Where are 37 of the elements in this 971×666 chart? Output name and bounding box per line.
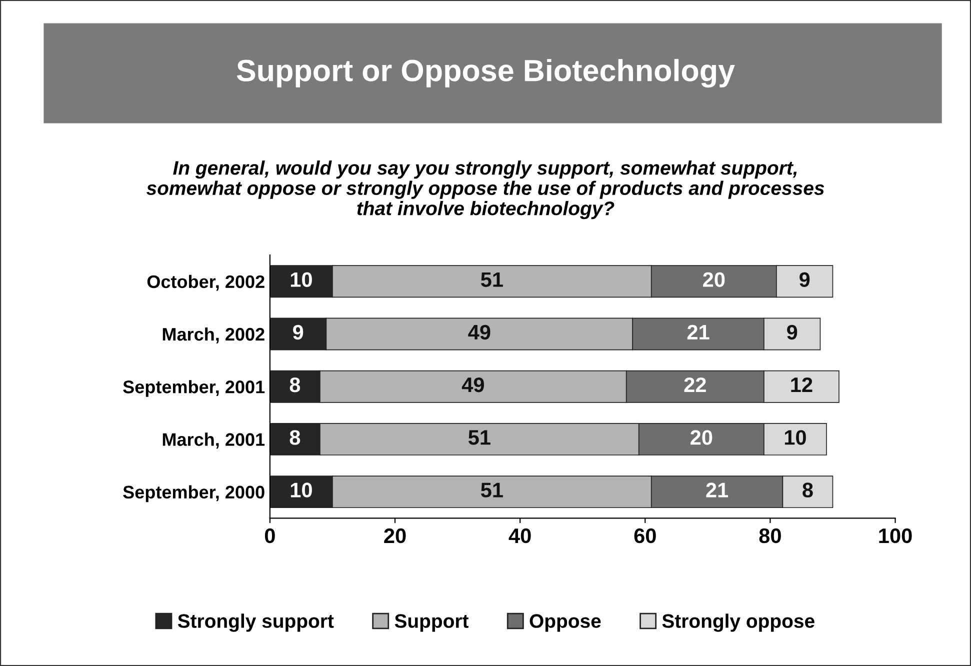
legend-label: Strongly oppose xyxy=(662,614,814,632)
data-label: 8 xyxy=(290,377,300,392)
data-label: 22 xyxy=(684,377,706,392)
chart-title: Support or Oppose Biotechnology xyxy=(236,58,735,88)
x-tick-label: 20 xyxy=(384,528,406,544)
data-label: 51 xyxy=(480,482,503,498)
legend-label: Support xyxy=(394,614,469,632)
data-label: 20 xyxy=(703,272,725,287)
chart-subtitle: In general, would you say you strongly support, somewhat support, somewhat oppose or strongly oppose the use of products and processes that involve biotechnology? xyxy=(146,160,824,220)
x-tick-label: 0 xyxy=(264,528,275,544)
data-label: 49 xyxy=(468,324,490,340)
x-tick-label: 80 xyxy=(759,528,781,544)
data-label: 21 xyxy=(687,324,710,340)
data-label: 8 xyxy=(290,430,300,445)
y-tick-label: March, 2001 xyxy=(162,432,265,449)
data-label: 49 xyxy=(462,377,484,392)
data-label: 51 xyxy=(468,430,490,445)
x-tick-label: 60 xyxy=(634,528,656,544)
data-label: 10 xyxy=(290,272,312,287)
y-tick-label: March, 2002 xyxy=(162,327,264,344)
y-tick-label: September, 2001 xyxy=(123,380,265,397)
data-label: 9 xyxy=(800,272,810,287)
data-label: 9 xyxy=(293,324,304,340)
y-tick-label: October, 2002 xyxy=(147,274,264,291)
data-label: 20 xyxy=(690,430,712,445)
legend-label: Oppose xyxy=(530,614,601,632)
x-tick-label: 100 xyxy=(879,528,912,544)
data-label: 51 xyxy=(480,272,503,287)
y-tick-label: September, 2000 xyxy=(123,485,264,502)
data-label: 21 xyxy=(706,482,728,498)
data-label: 10 xyxy=(784,430,806,445)
legend-label: Strongly support xyxy=(178,614,334,632)
data-label: 10 xyxy=(290,482,312,498)
x-tick-label: 40 xyxy=(508,528,531,544)
data-label: 8 xyxy=(802,482,813,498)
data-label: 9 xyxy=(787,324,798,340)
data-label: 12 xyxy=(791,377,812,392)
